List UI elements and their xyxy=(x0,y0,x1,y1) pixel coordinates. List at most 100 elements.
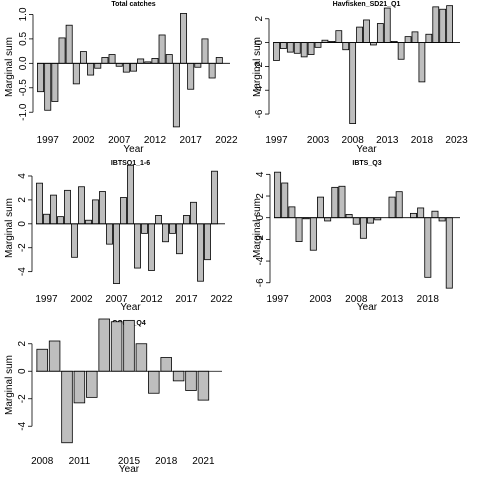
bar xyxy=(307,42,315,55)
bar xyxy=(141,223,148,234)
x-tick-label: 2013 xyxy=(381,294,404,305)
bar xyxy=(417,207,425,219)
bar xyxy=(113,223,120,285)
bar xyxy=(155,215,162,225)
chart-title: IBTS_Q3 xyxy=(352,160,381,167)
bar xyxy=(309,217,317,251)
chart-panel: CODS_Q4-4-20220082011201520182021YearMar… xyxy=(4,318,222,475)
bar xyxy=(137,58,145,64)
bar xyxy=(424,217,432,278)
bar xyxy=(274,171,282,219)
bar xyxy=(342,42,350,51)
bar xyxy=(130,62,137,72)
bar xyxy=(73,370,86,404)
x-tick-label: 2015 xyxy=(118,456,141,467)
x-tick-label: 2003 xyxy=(307,135,330,146)
bar xyxy=(331,186,339,219)
bar xyxy=(78,186,85,225)
y-tick-label: 0.0 xyxy=(18,56,29,70)
x-tick-label: 2017 xyxy=(180,135,203,146)
x-axis-label: Year xyxy=(119,464,140,475)
bar xyxy=(94,62,102,69)
bar xyxy=(367,217,375,224)
y-tick-label: 0 xyxy=(17,221,28,227)
bar xyxy=(43,213,50,225)
x-tick-label: 2017 xyxy=(175,294,198,305)
bar xyxy=(197,223,204,282)
y-tick-label: -2 xyxy=(254,62,265,71)
bar xyxy=(314,42,322,48)
chart-title: Total catches xyxy=(111,1,155,8)
y-tick-label: 1.0 xyxy=(18,7,29,21)
x-tick-label: 2008 xyxy=(345,294,368,305)
bar xyxy=(50,194,57,225)
x-tick-label: 2022 xyxy=(210,294,233,305)
y-tick-label: -2 xyxy=(255,235,266,244)
chart-panel: IBTS_Q3 -6 -4 -2 0 2 4 1997 2003 2008 2013 2018 Year… xyxy=(252,160,460,313)
bar xyxy=(180,13,188,64)
bar xyxy=(120,197,127,225)
bar xyxy=(115,62,123,67)
bar xyxy=(92,199,99,225)
y-tick-label: 0 xyxy=(255,214,266,220)
bar xyxy=(187,62,195,90)
y-tick-label: -4 xyxy=(254,85,265,94)
bar xyxy=(197,370,210,401)
bar xyxy=(86,370,98,398)
chart-panel: Havfisken_SD21_Q1 -6 -4 -2 0 2 1997 2003 2008 201… xyxy=(252,1,468,155)
chart-title: Havfisken_SD21_Q1 xyxy=(333,1,401,8)
bar xyxy=(151,58,159,64)
y-tick-label: 2 xyxy=(17,341,28,347)
bar xyxy=(201,38,209,64)
bar xyxy=(148,223,155,271)
bar xyxy=(98,318,110,372)
y-axis-label: Marginal sum xyxy=(4,198,15,258)
y-axis-label: Marginal sum xyxy=(4,355,15,415)
bar xyxy=(122,62,130,73)
bar xyxy=(158,34,166,64)
chart-title: IBTSQ1_1-6 xyxy=(111,160,150,167)
bar xyxy=(127,164,134,225)
bar xyxy=(410,212,417,219)
bar xyxy=(281,182,289,219)
bar xyxy=(388,196,396,219)
y-tick-label: 4 xyxy=(17,173,28,179)
bar xyxy=(108,54,116,64)
bar xyxy=(185,370,197,391)
bar xyxy=(169,223,176,234)
y-tick-label: -6 xyxy=(255,278,266,287)
bar xyxy=(194,62,202,68)
bar xyxy=(101,57,109,64)
bar xyxy=(36,182,43,225)
bar xyxy=(286,42,294,53)
x-tick-label: 2002 xyxy=(72,135,95,146)
bar xyxy=(65,24,73,64)
x-tick-label: 2022 xyxy=(215,135,238,146)
bar xyxy=(37,62,45,93)
bar xyxy=(317,196,324,219)
x-tick-label: 2003 xyxy=(309,294,332,305)
bar xyxy=(363,19,370,43)
bar xyxy=(425,33,433,43)
bar xyxy=(110,321,123,372)
bar xyxy=(79,51,87,64)
x-axis-label: Year xyxy=(123,144,144,155)
x-tick-label: 2018 xyxy=(411,135,434,146)
y-tick-label: 2 xyxy=(255,193,266,199)
bar xyxy=(148,370,160,394)
y-tick-label: -6 xyxy=(254,109,265,118)
bar xyxy=(349,42,357,124)
y-tick-label: -0.5 xyxy=(18,79,29,97)
bar xyxy=(85,219,92,225)
bar xyxy=(162,223,169,243)
bar xyxy=(411,31,419,43)
bar xyxy=(356,26,363,43)
x-axis-label: Year xyxy=(120,302,141,313)
bar xyxy=(172,62,180,128)
y-tick-label: -4 xyxy=(17,267,28,276)
bar xyxy=(324,217,332,222)
bar xyxy=(44,62,52,111)
y-axis-label: Marginal sum xyxy=(4,37,15,97)
x-tick-label: 2002 xyxy=(70,294,93,305)
